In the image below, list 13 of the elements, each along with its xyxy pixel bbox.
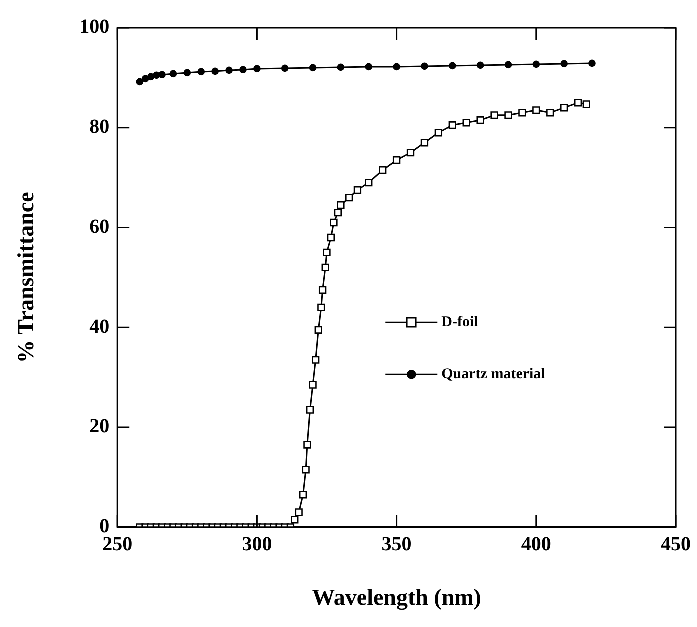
- y-tick-label: 80: [90, 116, 110, 138]
- legend-label: D-foil: [442, 314, 478, 331]
- x-tick-label: 300: [242, 534, 272, 556]
- y-tick-label: 60: [90, 216, 110, 238]
- x-axis-title: Wavelength (nm): [312, 585, 482, 612]
- x-tick-label: 350: [382, 534, 412, 556]
- x-tick-label: 450: [661, 534, 691, 556]
- x-tick-label: 400: [521, 534, 552, 556]
- y-tick-label: 100: [80, 16, 110, 38]
- y-axis-title: % Transmittance: [14, 192, 39, 364]
- legend-label: Quartz material: [442, 366, 546, 383]
- y-tick-label: 20: [90, 416, 110, 438]
- y-tick-label: 40: [90, 316, 110, 338]
